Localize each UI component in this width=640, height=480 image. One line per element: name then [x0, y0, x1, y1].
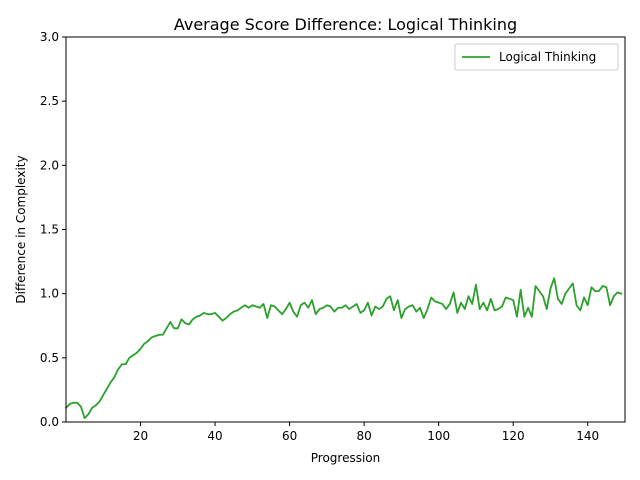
- plot-frame: [65, 36, 626, 423]
- y-axis-ticks: 0.0 0.5 1.0 1.5 2.0 2.5 3.0: [40, 30, 66, 429]
- legend-box: [454, 43, 619, 71]
- x-tick-label: 80: [356, 429, 371, 443]
- y-tick-label: 2.0: [40, 158, 59, 172]
- y-tick-label: 3.0: [40, 30, 59, 44]
- x-tick-label: 140: [576, 429, 599, 443]
- x-axis-ticks: 20 40 60 80 100 120 140: [133, 422, 599, 443]
- x-tick-label: 100: [427, 429, 450, 443]
- x-tick-label: 40: [207, 429, 222, 443]
- x-tick-label: 120: [502, 429, 525, 443]
- series-line: [64, 277, 623, 420]
- chart-title: Average Score Difference: Logical Thinki…: [174, 15, 517, 34]
- y-tick-label: 0.0: [40, 415, 59, 429]
- x-axis-label: Progression: [311, 451, 381, 465]
- x-tick-label: 60: [282, 429, 297, 443]
- y-tick-label: 0.5: [40, 351, 59, 365]
- y-axis-label: Difference in Complexity: [14, 155, 28, 303]
- y-tick-label: 2.5: [40, 94, 59, 108]
- legend: Logical Thinking: [454, 43, 619, 71]
- y-tick-label: 1.5: [40, 223, 59, 237]
- plot-area: [66, 37, 625, 422]
- legend-label: Logical Thinking: [499, 50, 596, 64]
- series-layer: [64, 277, 623, 420]
- x-tick-label: 20: [133, 429, 148, 443]
- y-tick-label: 1.0: [40, 287, 59, 301]
